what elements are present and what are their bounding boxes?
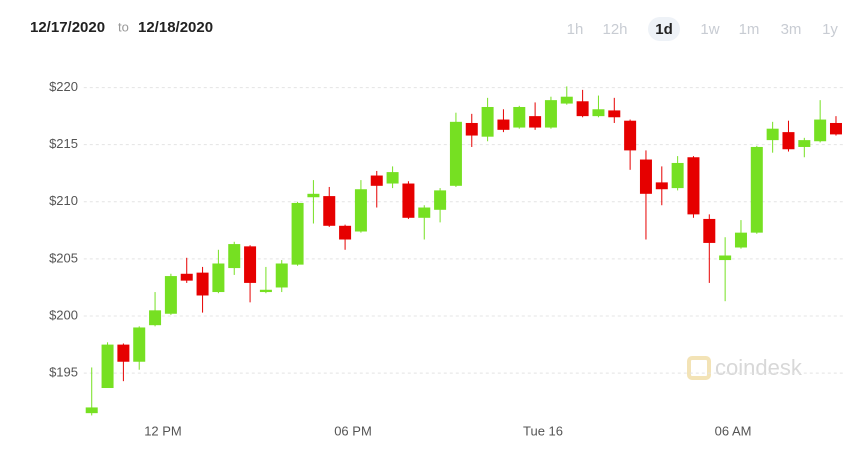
candle-body bbox=[434, 190, 447, 210]
range-selected-bg bbox=[648, 17, 680, 41]
candle-body bbox=[687, 157, 700, 215]
candle-body bbox=[228, 244, 241, 269]
y-tick-label: $210 bbox=[49, 193, 78, 208]
candle-body bbox=[386, 172, 399, 184]
candle-body bbox=[734, 232, 747, 248]
candle-body bbox=[259, 289, 272, 293]
candle-body bbox=[370, 175, 383, 186]
candle-body bbox=[655, 182, 668, 190]
range-button[interactable]: 1d bbox=[655, 21, 673, 38]
range-button[interactable]: 3m bbox=[781, 21, 802, 38]
candle-body bbox=[592, 109, 605, 117]
x-tick-label: 06 PM bbox=[334, 423, 372, 438]
x-tick-label: 12 PM bbox=[144, 423, 182, 438]
candle-body bbox=[275, 263, 288, 288]
x-tick-label: Tue 16 bbox=[523, 423, 563, 438]
candle-body bbox=[719, 255, 732, 261]
candle-body bbox=[766, 128, 779, 141]
candle-body bbox=[164, 276, 177, 314]
date-sep: to bbox=[118, 19, 129, 34]
range-button[interactable]: 12h bbox=[602, 21, 627, 38]
candle-body bbox=[560, 96, 573, 104]
candle-body bbox=[85, 407, 98, 414]
date-from[interactable]: 12/17/2020 bbox=[30, 19, 105, 36]
candle-body bbox=[323, 196, 336, 226]
candle-body bbox=[149, 310, 162, 326]
candle-body bbox=[639, 159, 652, 194]
candle-body bbox=[339, 225, 352, 240]
candle-body bbox=[671, 162, 684, 189]
candle-body bbox=[291, 202, 304, 265]
range-button[interactable]: 1w bbox=[700, 21, 719, 38]
y-tick-label: $205 bbox=[49, 250, 78, 265]
y-tick-label: $195 bbox=[49, 365, 78, 380]
candle-body bbox=[465, 122, 478, 136]
candle-body bbox=[576, 101, 589, 117]
candle-body bbox=[624, 120, 637, 151]
candle-body bbox=[703, 218, 716, 243]
candle-body bbox=[117, 344, 130, 362]
candle-body bbox=[481, 106, 494, 137]
date-to[interactable]: 12/18/2020 bbox=[138, 19, 213, 36]
watermark-text: coindesk bbox=[715, 355, 803, 380]
candle-body bbox=[101, 344, 114, 389]
candle-body bbox=[418, 207, 431, 218]
candle-body bbox=[513, 106, 526, 128]
candle-body bbox=[497, 119, 510, 130]
watermark: coindesk bbox=[687, 355, 803, 380]
range-button[interactable]: 1h bbox=[567, 21, 584, 38]
candle-body bbox=[798, 140, 811, 147]
candle-body bbox=[750, 146, 763, 233]
candle-body bbox=[544, 100, 557, 128]
range-button[interactable]: 1m bbox=[739, 21, 760, 38]
candle-body bbox=[608, 110, 621, 118]
candle-body bbox=[212, 263, 225, 293]
candle-body bbox=[354, 189, 367, 232]
candle-body bbox=[814, 119, 827, 142]
candle-body bbox=[402, 183, 415, 218]
candle-body bbox=[449, 121, 462, 186]
range-button[interactable]: 1y bbox=[822, 21, 838, 38]
watermark-icon bbox=[687, 356, 711, 380]
candle-body bbox=[196, 272, 209, 296]
y-tick-label: $215 bbox=[49, 136, 78, 151]
candle-body bbox=[133, 327, 146, 362]
x-tick-label: 06 AM bbox=[715, 423, 752, 438]
candle-body bbox=[244, 246, 257, 283]
candle-body bbox=[829, 122, 842, 135]
y-tick-label: $220 bbox=[49, 79, 78, 94]
candle-body bbox=[180, 273, 193, 281]
candle-body bbox=[529, 116, 542, 128]
y-tick-label: $200 bbox=[49, 307, 78, 322]
candle-body bbox=[782, 132, 795, 150]
candle-body bbox=[307, 193, 320, 198]
